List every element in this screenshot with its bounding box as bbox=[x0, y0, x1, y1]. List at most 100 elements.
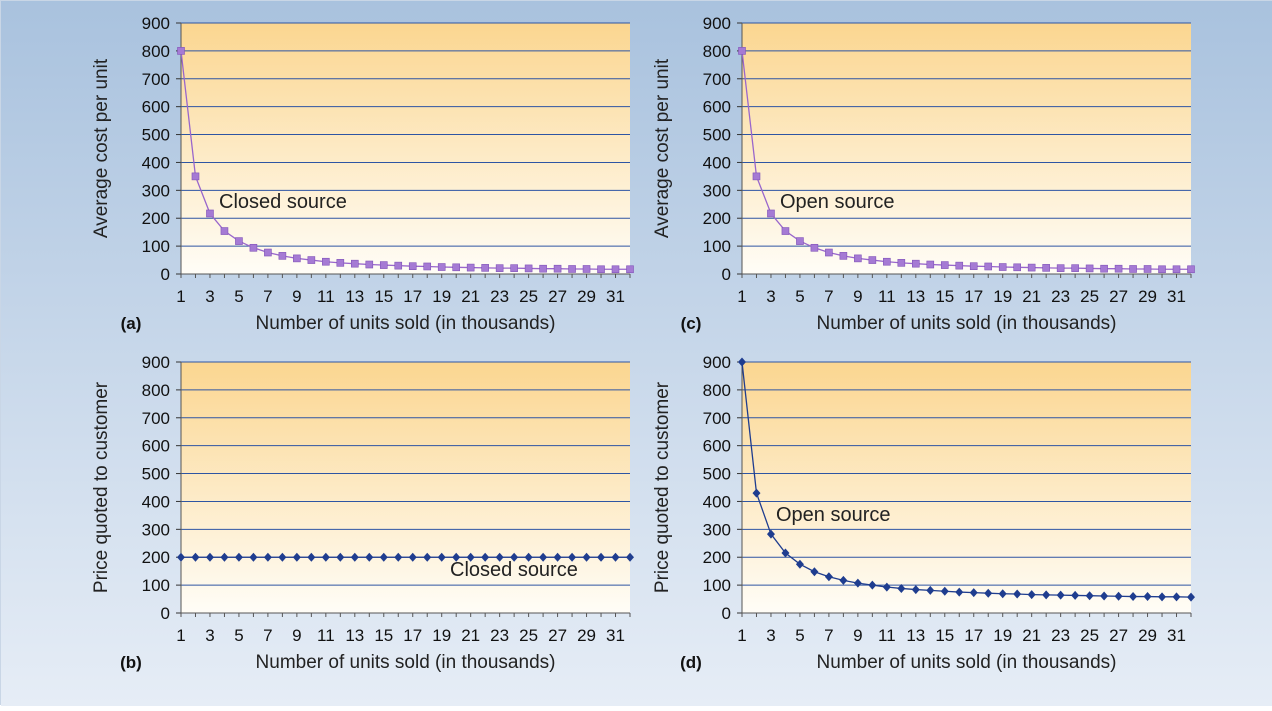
x-tick-label: 11 bbox=[878, 287, 896, 306]
x-tick-label: 31 bbox=[606, 287, 625, 306]
data-point bbox=[940, 586, 949, 596]
data-point bbox=[510, 552, 519, 562]
data-point bbox=[882, 582, 891, 592]
y-tick-label: 700 bbox=[703, 409, 731, 428]
x-axis-title: Number of units sold (in thousands) bbox=[817, 652, 1117, 673]
x-tick-label: 31 bbox=[606, 626, 625, 645]
data-point bbox=[249, 243, 258, 252]
data-point bbox=[825, 248, 833, 257]
data-point bbox=[336, 552, 345, 562]
data-point bbox=[912, 259, 920, 268]
y-tick-label: 800 bbox=[703, 42, 731, 61]
data-point bbox=[1172, 265, 1181, 274]
x-tick-label: 27 bbox=[548, 287, 567, 306]
x-tick-label: 7 bbox=[824, 287, 833, 306]
y-tick-label: 500 bbox=[142, 126, 170, 145]
x-tick-label: 21 bbox=[1022, 287, 1041, 306]
y-tick-label: 300 bbox=[703, 520, 731, 539]
data-point bbox=[220, 227, 229, 235]
data-point bbox=[1013, 263, 1021, 272]
chart-annotation: Closed source bbox=[450, 559, 578, 581]
x-tick-label: 21 bbox=[461, 287, 480, 306]
x-tick-label: 11 bbox=[317, 287, 335, 306]
data-point bbox=[553, 552, 562, 562]
data-point bbox=[264, 248, 272, 257]
data-point bbox=[524, 552, 533, 562]
x-tick-label: 9 bbox=[853, 626, 862, 645]
data-point bbox=[839, 575, 848, 585]
data-point bbox=[235, 237, 243, 245]
y-tick-label: 0 bbox=[161, 604, 170, 623]
chart-annotation: Open source bbox=[776, 504, 891, 526]
data-point bbox=[781, 227, 790, 235]
data-point bbox=[853, 578, 862, 588]
panel-letter: (c) bbox=[681, 314, 702, 333]
y-tick-label: 200 bbox=[142, 548, 170, 567]
data-point bbox=[423, 262, 432, 271]
y-tick-label: 200 bbox=[703, 548, 731, 567]
data-point bbox=[553, 264, 562, 273]
x-tick-label: 31 bbox=[1167, 626, 1186, 645]
y-tick-label: 600 bbox=[703, 437, 731, 456]
data-point bbox=[969, 588, 978, 598]
y-tick-label: 100 bbox=[703, 576, 731, 595]
data-point bbox=[1172, 592, 1181, 602]
data-point bbox=[868, 256, 877, 264]
data-point bbox=[582, 265, 591, 273]
data-point bbox=[191, 172, 200, 181]
x-tick-label: 23 bbox=[490, 287, 509, 306]
x-tick-label: 19 bbox=[432, 287, 451, 306]
data-point bbox=[795, 559, 804, 569]
y-tick-label: 100 bbox=[142, 576, 170, 595]
data-point bbox=[379, 261, 388, 269]
y-axis-title: Average cost per unit bbox=[91, 58, 112, 238]
data-point bbox=[278, 552, 287, 562]
y-tick-label: 400 bbox=[142, 153, 170, 172]
data-point bbox=[495, 552, 504, 562]
y-tick-label: 0 bbox=[722, 265, 731, 284]
x-tick-label: 13 bbox=[906, 626, 925, 645]
data-point bbox=[495, 264, 504, 272]
data-point bbox=[510, 264, 518, 272]
data-point bbox=[379, 552, 388, 562]
chart-annotation: Open source bbox=[780, 191, 895, 213]
x-tick-label: 5 bbox=[795, 626, 804, 645]
data-point bbox=[868, 580, 877, 590]
data-point bbox=[597, 552, 606, 562]
x-tick-label: 15 bbox=[374, 626, 393, 645]
y-tick-label: 700 bbox=[142, 409, 170, 428]
x-tick-label: 23 bbox=[1051, 626, 1070, 645]
data-point bbox=[1085, 591, 1094, 601]
data-point bbox=[752, 488, 761, 498]
y-tick-label: 100 bbox=[703, 237, 731, 256]
data-point bbox=[1114, 264, 1123, 273]
data-point bbox=[365, 260, 374, 269]
y-tick-label: 600 bbox=[703, 98, 731, 117]
data-point bbox=[626, 265, 634, 274]
data-point bbox=[824, 572, 833, 582]
y-tick-label: 0 bbox=[722, 604, 731, 623]
data-point bbox=[810, 243, 819, 252]
x-tick-label: 19 bbox=[432, 626, 451, 645]
x-axis-title: Number of units sold (in thousands) bbox=[256, 652, 556, 673]
y-tick-label: 500 bbox=[142, 465, 170, 484]
x-tick-label: 5 bbox=[234, 626, 243, 645]
x-tick-label: 25 bbox=[519, 287, 538, 306]
y-tick-label: 900 bbox=[142, 14, 170, 33]
x-tick-label: 27 bbox=[1109, 626, 1128, 645]
data-point bbox=[810, 567, 819, 577]
panel-letter: (a) bbox=[121, 314, 142, 333]
data-point bbox=[466, 263, 475, 272]
data-point bbox=[969, 262, 978, 270]
x-tick-label: 3 bbox=[205, 626, 214, 645]
data-point bbox=[394, 261, 403, 270]
data-point bbox=[883, 257, 891, 266]
data-point bbox=[597, 265, 605, 274]
x-tick-label: 13 bbox=[345, 287, 364, 306]
data-point bbox=[292, 552, 301, 562]
data-point bbox=[955, 261, 964, 270]
data-point bbox=[568, 265, 576, 273]
data-point bbox=[321, 552, 330, 562]
data-point bbox=[568, 552, 577, 562]
